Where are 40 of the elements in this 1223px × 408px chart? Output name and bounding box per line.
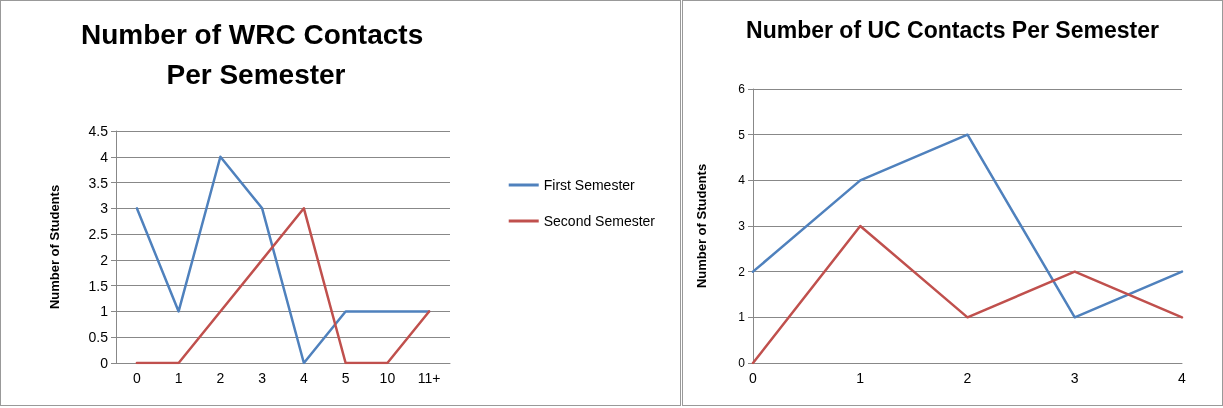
y-axis-title: Number of Students [47, 184, 62, 310]
y-axis-title: Number of Students [694, 163, 709, 289]
line-series [751, 133, 1184, 319]
line-series [135, 207, 431, 365]
y-tick-label: 2 [738, 264, 746, 279]
x-tick-label: 4 [1178, 370, 1187, 386]
y-tick-label: 5 [738, 127, 746, 142]
x-tick-label: 2 [216, 370, 225, 386]
y-tick-label: 2.5 [88, 226, 109, 243]
chart-title: Number of WRC Contacts Per Semester [81, 18, 431, 90]
y-tick-label: 0 [100, 355, 109, 371]
x-tick-label: 1 [856, 370, 865, 386]
y-tick-label: 4 [738, 173, 746, 188]
y-tick-label: 6 [738, 82, 746, 96]
y-tick-label: 1 [100, 303, 109, 320]
y-tick-label: 3 [100, 200, 109, 217]
legend-label: Second Semester [543, 213, 656, 229]
y-tick-label: 2 [100, 251, 109, 268]
line-series [135, 155, 431, 365]
x-tick-label: 2 [963, 370, 972, 386]
x-tick-label: 0 [749, 370, 758, 386]
x-tick-label: 3 [258, 370, 267, 386]
x-tick-label: 11+ [417, 370, 441, 386]
y-tick-label: 1 [738, 310, 746, 325]
y-tick-label: 0.5 [88, 329, 109, 346]
y-tick-label: 3 [738, 219, 746, 233]
x-tick-label: 1 [174, 370, 183, 386]
y-tick-label: 1.5 [88, 277, 109, 294]
x-tick-label: 0 [132, 370, 141, 386]
x-tick-label: 4 [299, 370, 308, 386]
y-tick-label: 4 [100, 148, 109, 165]
x-tick-label: 3 [1070, 370, 1079, 386]
x-tick-label: 5 [341, 370, 350, 386]
y-tick-label: 3.5 [88, 174, 109, 191]
line-series [751, 224, 1184, 365]
x-tick-label: 10 [379, 370, 396, 386]
legend-label: First Semester [543, 177, 636, 193]
y-tick-label: 4.5 [88, 123, 109, 139]
y-tick-label: 0 [738, 356, 746, 370]
chart-title: Number of UC Contacts Per Semester [746, 17, 1159, 43]
